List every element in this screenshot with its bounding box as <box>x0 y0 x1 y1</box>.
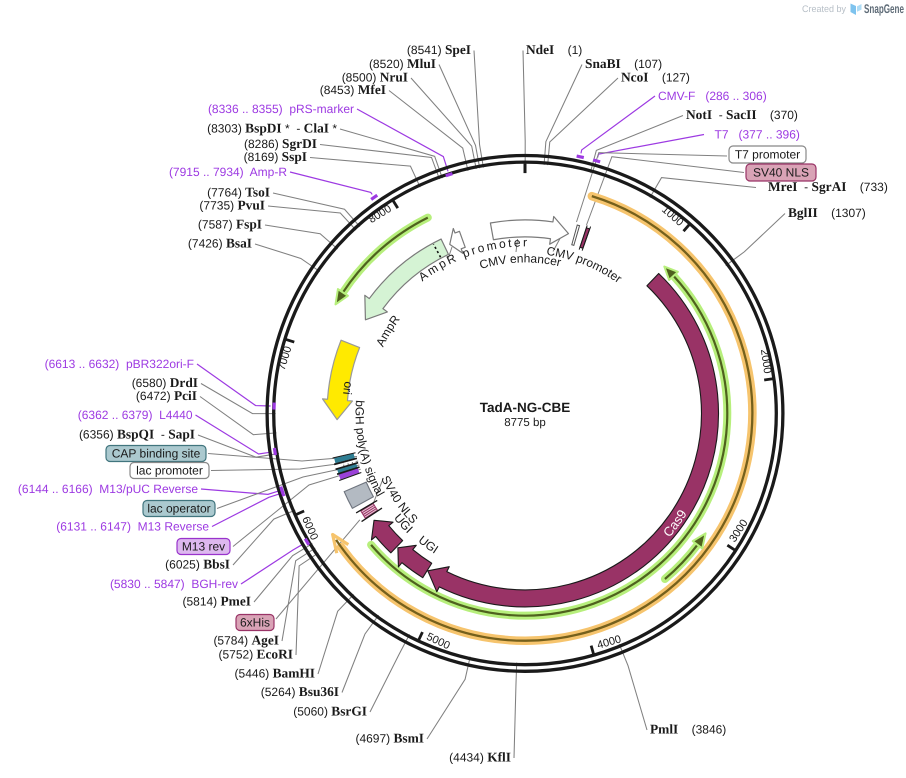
svg-text:ori: ori <box>340 380 356 395</box>
svg-text:(6131 .. 6147) M13 Reverse: (6131 .. 6147) M13 Reverse <box>56 520 209 534</box>
svg-text:(5784) AgeI: (5784) AgeI <box>213 633 279 648</box>
svg-text:(5830 .. 5847) BGH-rev: (5830 .. 5847) BGH-rev <box>110 577 238 591</box>
svg-text:NcoI (127): NcoI (127) <box>621 70 690 85</box>
svg-text:TadA-NG-CBE: TadA-NG-CBE <box>480 400 571 415</box>
svg-text:(7426) BsaI: (7426) BsaI <box>188 236 252 251</box>
svg-text:(7915 .. 7934) Amp-R: (7915 .. 7934) Amp-R <box>169 165 287 179</box>
svg-text:(5752) EcoRI: (5752) EcoRI <box>219 647 293 662</box>
svg-text:(7735) PvuI: (7735) PvuI <box>199 198 265 213</box>
svg-text:(6472) PciI: (6472) PciI <box>136 388 197 403</box>
svg-text:(5446) BamHI: (5446) BamHI <box>235 666 315 681</box>
svg-text:PmlI (3846): PmlI (3846) <box>650 722 726 737</box>
svg-text:Created by: Created by <box>802 4 846 15</box>
svg-text:CMV-F (286 .. 306): CMV-F (286 .. 306) <box>658 89 767 103</box>
svg-text:(6025) BbsI: (6025) BbsI <box>165 557 230 572</box>
svg-text:(4434) KflI: (4434) KflI <box>449 750 511 765</box>
svg-text:(5264) Bsu36I: (5264) Bsu36I <box>261 684 339 699</box>
svg-text:CAP binding site: CAP binding site <box>112 447 201 461</box>
svg-text:(8303) BspDI * - ClaI *: (8303) BspDI * - ClaI * <box>207 121 337 136</box>
svg-text:(8453) MfeI: (8453) MfeI <box>320 82 386 97</box>
svg-text:T7 (377 .. 396): T7 (377 .. 396) <box>715 128 800 142</box>
svg-text:(7587) FspI: (7587) FspI <box>198 217 262 232</box>
svg-text:(8541) SpeI: (8541) SpeI <box>407 42 471 57</box>
svg-text:lac promoter: lac promoter <box>136 464 203 478</box>
svg-text:8775 bp: 8775 bp <box>504 417 546 429</box>
svg-text:(4697) BsmI: (4697) BsmI <box>355 731 424 746</box>
svg-text:6xHis: 6xHis <box>240 616 270 630</box>
svg-text:(8336 .. 8355) pRS-marker: (8336 .. 8355) pRS-marker <box>208 102 354 116</box>
svg-text:BglII (1307): BglII (1307) <box>788 205 866 220</box>
svg-text:T7 promoter: T7 promoter <box>735 148 800 162</box>
svg-text:(6613 .. 6632) pBR322ori-F: (6613 .. 6632) pBR322ori-F <box>45 357 194 371</box>
svg-text:NotI - SacII (370): NotI - SacII (370) <box>686 107 798 122</box>
svg-text:(5814) PmeI: (5814) PmeI <box>182 594 251 609</box>
svg-text:lac operator: lac operator <box>147 502 210 516</box>
svg-text:(8169) SspI: (8169) SspI <box>244 149 307 164</box>
svg-text:SnapGene: SnapGene <box>864 2 904 16</box>
svg-text:(6356) BspQI - SapI: (6356) BspQI - SapI <box>79 427 195 442</box>
svg-text:M13 rev: M13 rev <box>182 540 225 554</box>
svg-text:(5060) BsrGI: (5060) BsrGI <box>293 704 367 719</box>
svg-text:NdeI (1): NdeI (1) <box>526 42 582 57</box>
svg-text:(6144 .. 6166) M13/pUC Revers: (6144 .. 6166) M13/pUC Reverse <box>18 482 198 496</box>
svg-text:(6362 .. 6379) L4440: (6362 .. 6379) L4440 <box>78 408 193 422</box>
svg-text:SV40 NLS: SV40 NLS <box>753 166 809 180</box>
